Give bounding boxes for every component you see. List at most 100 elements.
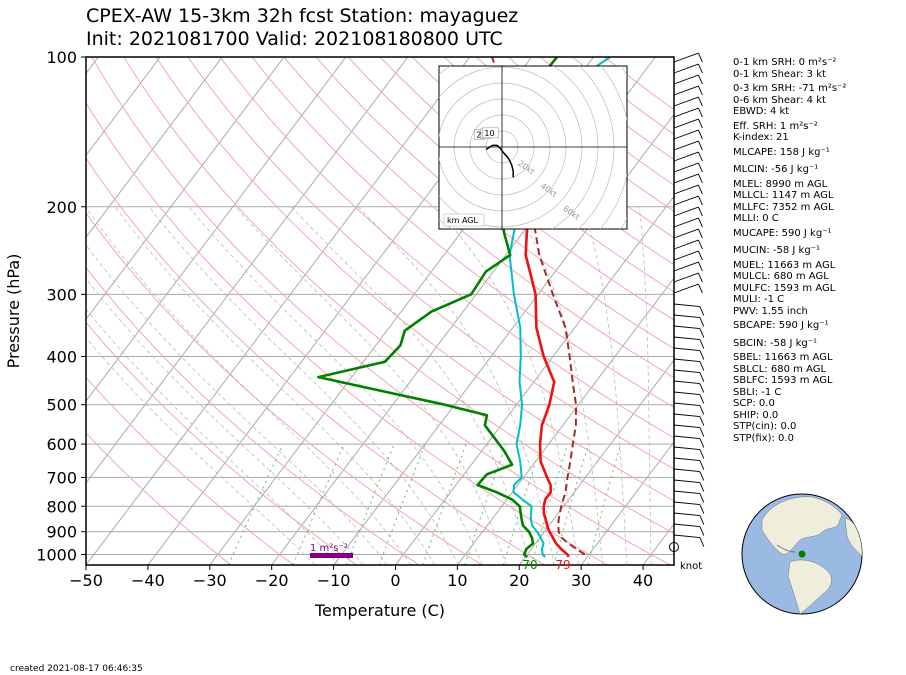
wind-barb-flag (698, 195, 703, 206)
dry-adiabat (219, 57, 674, 439)
wind-barb-flag (699, 317, 705, 327)
wind-barb (673, 85, 699, 96)
wind-barb-flag (698, 272, 703, 283)
moist-adiabat (434, 206, 579, 565)
dry-adiabat (155, 57, 674, 502)
wind-barb-flag (699, 493, 705, 503)
wind-barb-flag (698, 85, 703, 96)
index-line: PWV: 1.55 inch (733, 305, 808, 317)
x-tick-label: 0 (390, 571, 400, 590)
mixing-ratio-line (530, 443, 569, 565)
wind-barb (673, 325, 700, 330)
temperature-line (524, 206, 570, 558)
surface-temperature-label: 79 (555, 558, 570, 572)
wind-barb-flag (699, 383, 705, 393)
index-line: SBCAPE: 590 J kg⁻¹ (733, 320, 829, 331)
dry-adiabat (315, 57, 674, 350)
wind-barb-flag (698, 118, 703, 129)
wind-barb (673, 402, 700, 407)
wind-barb-flag (698, 63, 703, 74)
mixing-ratio-line (464, 443, 507, 565)
dry-adiabat (187, 57, 674, 470)
globe-caribbean (776, 544, 796, 553)
wind-barb (673, 250, 699, 261)
hodograph-inset: 20kt40kt60kt80kt2610km AGL (438, 65, 628, 230)
mixing-ratio-line (587, 443, 622, 565)
chart-subtitle: Init: 2021081700 Valid: 202108180800 UTC (86, 28, 503, 50)
dry-adiabat (86, 101, 608, 565)
wind-barb (673, 446, 700, 451)
dry-adiabat (347, 57, 674, 321)
index-line: 0-6 km Shear: 4 kt (733, 94, 826, 106)
wind-barb-flag (699, 361, 705, 371)
moist-adiabat (148, 206, 459, 565)
wind-barb-flag (698, 250, 703, 261)
mixing-ratio-line (502, 443, 543, 565)
wind-barb (673, 261, 699, 272)
wind-barb-flag (698, 140, 703, 151)
dry-adiabat (86, 376, 294, 565)
isotherm-line (86, 57, 223, 239)
wind-barb (673, 479, 700, 484)
wind-barb-flag (699, 449, 705, 459)
moist-adiabat (114, 206, 436, 565)
index-line: STP(cin): 0.0 (733, 421, 797, 432)
wind-barb-flag (699, 350, 705, 360)
wind-units-label: knot (680, 561, 702, 572)
moist-adiabat (582, 206, 628, 565)
wind-barb (673, 184, 699, 195)
wind-barb (673, 391, 700, 396)
moist-adiabat (86, 244, 388, 565)
wind-barb (673, 435, 700, 440)
moist-adiabat (86, 337, 316, 565)
wind-barbs (673, 52, 705, 565)
y-tick-label: 500 (46, 396, 77, 415)
wind-barb-flag (698, 96, 703, 107)
wind-barb-flag (699, 438, 705, 448)
wind-barb-flag (698, 129, 703, 140)
y-tick-label: 800 (46, 497, 77, 516)
station-marker (798, 550, 806, 558)
wind-barb-flag (699, 416, 705, 426)
wind-barb (673, 107, 699, 118)
wind-barb-flag (699, 372, 705, 382)
hodograph-height-label: 10 (484, 129, 494, 138)
moist-adiabat (290, 206, 531, 565)
surface-dewpoint-label: 70 (522, 558, 537, 572)
wind-barb (673, 358, 700, 363)
moist-adiabat (86, 277, 364, 565)
isotherm-line (518, 359, 674, 565)
x-tick-label: −10 (317, 571, 351, 590)
isotherm-line (86, 57, 471, 565)
index-line: MLCAPE: 158 J kg⁻¹ (733, 146, 830, 158)
background-grid (86, 57, 674, 565)
moist-adiabat (86, 206, 412, 565)
y-tick-label: 700 (46, 468, 77, 487)
y-axis-label: Pressure (hPa) (4, 254, 23, 369)
mixing-ratio-line (553, 443, 590, 565)
index-line: MUCIN: -58 J kg⁻¹ (733, 245, 820, 256)
index-line: MUEL: 11663 m AGL (733, 259, 836, 271)
wind-barb-flag (698, 239, 703, 250)
hodograph-units-box (443, 213, 485, 227)
wind-barb (673, 74, 699, 85)
index-line: SBLI: -1 C (733, 386, 782, 398)
index-line: MLLCL: 1147 m AGL (733, 190, 834, 201)
dry-adiabat (86, 266, 420, 565)
x-tick-label: −50 (69, 571, 103, 590)
index-line: MLLI: 0 C (733, 213, 779, 224)
hodograph-height-box (482, 127, 499, 139)
wind-barb-flag (699, 460, 705, 470)
wind-barb-flag (699, 537, 705, 547)
wind-barb (673, 490, 700, 495)
moist-adiabat (235, 206, 507, 565)
y-tick-label: 200 (46, 198, 77, 217)
wind-barb (673, 523, 700, 528)
wind-barb-flag (699, 515, 705, 525)
wind-barb (673, 413, 700, 418)
wind-barb (673, 457, 700, 462)
dry-adiabat (86, 432, 232, 565)
wind-barb-flag (699, 471, 705, 481)
chart-title: CPEX-AW 15-3km 32h fcst Station: mayague… (86, 5, 519, 27)
wind-barb (673, 272, 699, 283)
